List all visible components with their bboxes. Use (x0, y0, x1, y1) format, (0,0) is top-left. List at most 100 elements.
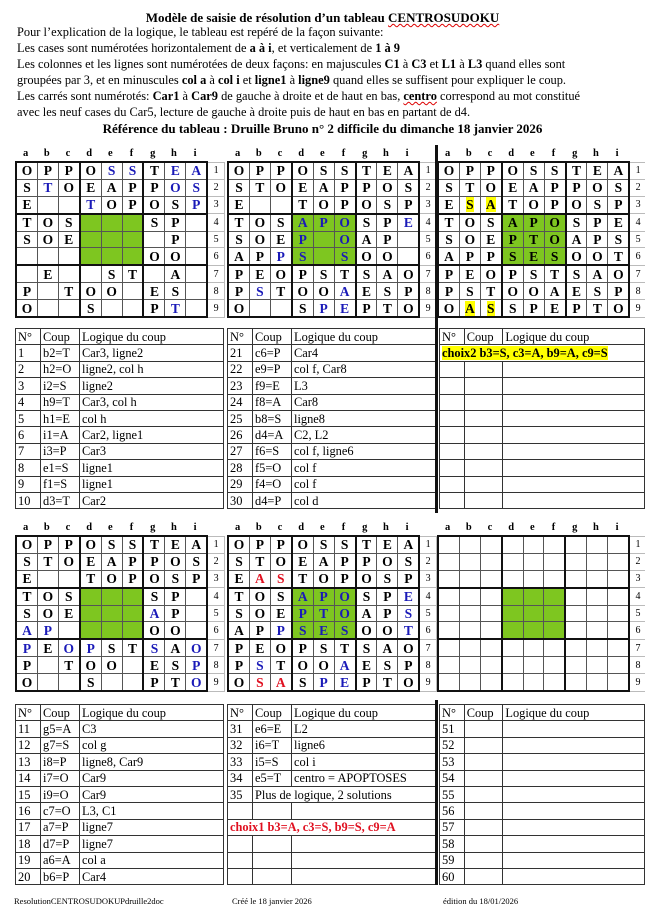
grid-cell-e7[interactable]: S (100, 264, 123, 284)
grid-cell-g4[interactable]: S (142, 586, 166, 606)
grid-cell-g3[interactable]: O (564, 195, 588, 215)
grid-cell-f4[interactable]: O (333, 586, 357, 606)
grid-cell-d1[interactable]: O (290, 160, 314, 180)
grid-cell-a7[interactable]: P (14, 638, 38, 658)
grid-cell-f7[interactable]: T (121, 264, 144, 284)
grid-cell-h2[interactable]: O (586, 178, 609, 197)
grid-cell-b8[interactable] (36, 656, 59, 675)
grid-cell-h8[interactable]: S (376, 282, 399, 301)
grid-cell-f1[interactable]: S (333, 534, 357, 554)
grid-cell-f7[interactable] (543, 638, 566, 658)
grid-cell-g2[interactable]: P (564, 178, 588, 197)
grid-cell-a2[interactable]: S (226, 552, 250, 571)
grid-cell-c3[interactable]: A (479, 195, 503, 215)
grid-cell-f5[interactable]: O (333, 230, 357, 249)
grid-cell-g5[interactable]: A (564, 230, 588, 249)
grid-cell-b6[interactable] (36, 247, 59, 266)
grid-cell-i4[interactable] (185, 212, 209, 232)
grid-cell-b7[interactable]: E (248, 638, 271, 658)
grid-cell-a7[interactable] (436, 638, 460, 658)
grid-cell-f9[interactable] (121, 673, 144, 693)
grid-cell-d9[interactable]: S (500, 299, 524, 319)
grid-cell-b3[interactable]: A (248, 569, 271, 589)
grid-cell-f3[interactable]: P (543, 195, 567, 215)
grid-cell-e2[interactable]: A (312, 552, 335, 571)
grid-cell-b6[interactable]: P (458, 247, 481, 266)
grid-cell-c3[interactable] (479, 569, 503, 589)
grid-cell-h4[interactable]: P (164, 586, 187, 606)
grid-cell-b3[interactable]: S (458, 195, 481, 215)
grid-cell-b3[interactable] (248, 195, 271, 215)
grid-cell-e5[interactable] (100, 604, 123, 623)
grid-cell-i5[interactable] (397, 230, 421, 249)
grid-cell-h2[interactable]: O (164, 552, 187, 571)
grid-cell-g9[interactable]: P (142, 299, 166, 319)
grid-cell-b8[interactable]: S (248, 282, 271, 301)
grid-cell-h6[interactable]: O (164, 621, 187, 640)
grid-cell-f1[interactable]: S (121, 160, 144, 180)
grid-cell-e5[interactable] (100, 230, 123, 249)
grid-cell-i5[interactable] (185, 604, 209, 623)
grid-cell-g3[interactable]: O (142, 569, 166, 589)
grid-cell-f9[interactable] (121, 299, 144, 319)
grid-cell-g3[interactable]: O (354, 195, 378, 215)
grid-cell-i5[interactable] (607, 604, 631, 623)
grid-cell-e1[interactable] (522, 534, 545, 554)
grid-cell-b8[interactable] (458, 656, 481, 675)
grid-cell-a1[interactable]: O (226, 160, 250, 180)
grid-cell-c6[interactable]: P (479, 247, 503, 266)
grid-cell-a6[interactable]: A (226, 247, 250, 266)
grid-cell-i7[interactable]: O (397, 264, 421, 284)
grid-cell-i3[interactable]: P (185, 195, 209, 215)
grid-cell-a8[interactable]: P (436, 282, 460, 301)
grid-cell-g3[interactable]: O (142, 195, 166, 215)
grid-cell-g9[interactable]: P (142, 673, 166, 693)
grid-cell-b4[interactable]: O (248, 212, 271, 232)
grid-cell-g1[interactable]: T (564, 160, 588, 180)
grid-cell-b2[interactable]: T (248, 178, 271, 197)
grid-cell-g9[interactable]: P (354, 299, 378, 319)
grid-cell-h1[interactable] (586, 534, 609, 554)
grid-cell-i9[interactable]: O (607, 299, 631, 319)
grid-cell-f5[interactable] (121, 604, 144, 623)
grid-cell-c5[interactable]: E (269, 604, 293, 623)
grid-cell-b4[interactable]: O (36, 586, 59, 606)
grid-cell-d1[interactable] (500, 534, 524, 554)
grid-cell-h4[interactable]: P (376, 586, 399, 606)
grid-cell-b2[interactable]: T (248, 552, 271, 571)
grid-cell-a3[interactable] (436, 569, 460, 589)
grid-cell-c5[interactable]: E (57, 604, 81, 623)
grid-cell-i6[interactable] (397, 247, 421, 266)
grid-cell-g6[interactable]: O (564, 247, 588, 266)
grid-cell-g5[interactable]: A (354, 230, 378, 249)
grid-cell-a1[interactable]: O (436, 160, 460, 180)
grid-cell-h9[interactable]: T (586, 299, 609, 319)
grid-cell-i2[interactable]: S (185, 178, 209, 197)
grid-cell-h8[interactable]: S (164, 656, 187, 675)
grid-cell-b7[interactable]: E (248, 264, 271, 284)
grid-cell-i9[interactable]: O (397, 299, 421, 319)
grid-cell-e5[interactable] (522, 604, 545, 623)
grid-cell-g3[interactable]: O (354, 569, 378, 589)
grid-cell-i2[interactable]: S (607, 178, 631, 197)
grid-cell-c6[interactable]: P (269, 621, 293, 640)
grid-cell-c3[interactable]: S (269, 569, 293, 589)
grid-cell-f9[interactable]: E (543, 299, 567, 319)
grid-cell-b3[interactable] (36, 569, 59, 589)
grid-cell-g9[interactable] (564, 673, 588, 693)
grid-cell-a4[interactable] (436, 586, 460, 606)
grid-cell-h8[interactable]: S (164, 282, 187, 301)
grid-cell-g1[interactable]: T (142, 160, 166, 180)
grid-cell-i1[interactable]: A (397, 160, 421, 180)
grid-cell-h2[interactable]: O (376, 552, 399, 571)
grid-cell-d1[interactable]: O (78, 534, 102, 554)
grid-cell-b8[interactable]: S (458, 282, 481, 301)
grid-cell-d2[interactable] (500, 552, 524, 571)
grid-cell-g8[interactable]: E (564, 282, 588, 301)
grid-cell-e6[interactable]: E (312, 621, 335, 640)
grid-cell-i2[interactable]: S (397, 178, 421, 197)
grid-cell-a2[interactable]: S (436, 178, 460, 197)
grid-cell-i6[interactable]: T (607, 247, 631, 266)
grid-cell-e7[interactable]: S (522, 264, 545, 284)
grid-cell-i1[interactable]: A (185, 534, 209, 554)
